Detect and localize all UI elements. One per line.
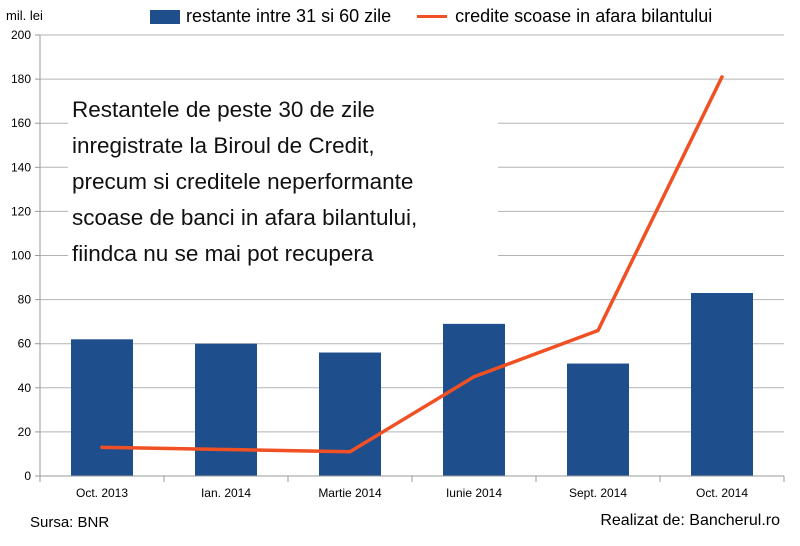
credit-note: Realizat de: Bancherul.ro [600, 512, 780, 529]
x-tick-label: Ian. 2014 [201, 486, 251, 500]
annotation-line: scoase de banci in afara bilantului, [72, 205, 418, 230]
x-tick-labels: Oct. 2013 Ian. 2014 Martie 2014 Iunie 2014 S… [76, 486, 748, 500]
x-tick-label: Sept. 2014 [569, 486, 627, 500]
legend-bar-label: restante intre 31 si 60 zile [186, 6, 392, 26]
y-axis-unit-label: mil. lei [6, 8, 43, 23]
legend-bar-swatch [150, 9, 180, 24]
annotation-line: inregistrate la Biroul de Credit, [72, 133, 375, 158]
x-tick-label: Oct. 2013 [76, 486, 128, 500]
bar [443, 323, 505, 476]
annotation-box: Restantele de peste 30 de zile inregistr… [68, 88, 498, 276]
y-tick-label: 0 [24, 469, 31, 483]
bar [319, 352, 381, 476]
bar [195, 343, 257, 476]
bar-series [71, 292, 753, 476]
y-tick-label: 160 [11, 116, 31, 130]
bar [567, 363, 629, 476]
line-point [596, 328, 600, 332]
y-tick-label: 100 [11, 249, 31, 263]
y-tick-labels: 0 20 40 60 80 100 120 140 160 180 200 [11, 28, 31, 483]
line-series [100, 75, 724, 454]
y-tick-label: 20 [18, 425, 32, 439]
source-note: Sursa: BNR [30, 514, 110, 531]
bar [691, 292, 753, 476]
y-tick-label: 40 [18, 381, 32, 395]
y-tick-label: 140 [11, 160, 31, 174]
y-tick-label: 60 [18, 337, 32, 351]
y-tick-label: 80 [18, 293, 32, 307]
x-tick-label: Martie 2014 [318, 486, 382, 500]
legend-line-swatch [417, 15, 448, 18]
legend-line-label: credite scoase in afara bilantului [455, 6, 713, 26]
x-tick-label: Iunie 2014 [446, 486, 502, 500]
series-line [100, 75, 724, 454]
line-point [100, 445, 104, 449]
line-point [720, 75, 724, 79]
annotation-line: fiindca nu se mai pot recupera [72, 241, 374, 266]
legend: restante intre 31 si 60 zile credite sco… [150, 6, 712, 27]
bar [71, 339, 133, 476]
y-tick-label: 180 [11, 72, 31, 86]
annotation-line: Restantele de peste 30 de zile [72, 97, 375, 122]
y-tick-label: 200 [11, 28, 31, 42]
y-tick-label: 120 [11, 204, 31, 218]
line-point [348, 450, 352, 454]
annotation-line: precum si creditele neperformante [72, 169, 414, 194]
x-tick-label: Oct. 2014 [696, 486, 748, 500]
line-point [472, 375, 476, 379]
axes [39, 35, 785, 482]
line-point [224, 448, 228, 452]
